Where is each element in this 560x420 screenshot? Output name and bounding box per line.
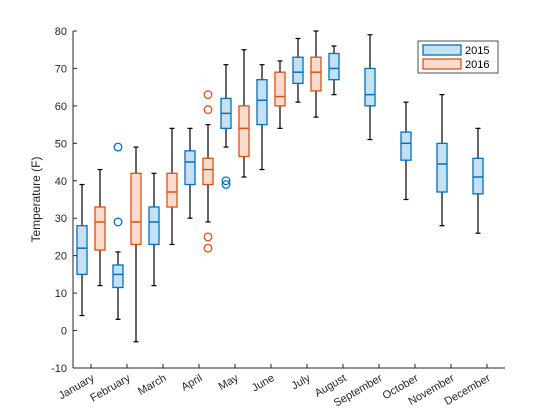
outlier-point [203,105,213,115]
y-axis-label: Temperature (F) [29,156,43,242]
outlier-point [113,142,123,152]
box-iqr [112,264,124,289]
box-2015-october [400,101,412,201]
legend-label-2015: 2015 [465,45,489,57]
box-2015-may [220,64,232,189]
x-tick-label: February [88,372,133,405]
box-iqr [202,157,214,186]
y-tick-label: -10 [51,363,67,375]
box-iqr [328,52,340,81]
y-tick-label: 10 [55,288,67,300]
plot-area [73,31,505,368]
x-tick-label: March [136,372,168,398]
y-tick-label: 80 [55,26,67,38]
box-iqr [76,225,88,276]
box-iqr [166,172,178,208]
box-iqr [274,71,286,107]
box-2016-february [130,146,142,343]
outlier-point [203,243,213,253]
y-tick-label: 0 [61,326,67,338]
box-iqr [94,206,106,251]
legend-label-2016: 2016 [465,59,489,71]
plot-background [73,31,505,368]
series-2016 [94,30,322,343]
box-2016-july [310,30,322,118]
box-2016-april [202,90,214,253]
box-2015-december [472,127,484,234]
y-tick-label: 60 [55,101,67,113]
box-2015-august [328,45,340,96]
y-tick-label: 20 [55,251,67,263]
legend-swatch-2016 [422,58,462,70]
box-iqr [256,79,268,126]
outlier-point [203,232,213,242]
legend[interactable]: 2015 2016 [417,40,499,74]
box-2016-january [94,168,106,287]
box-iqr [472,157,484,195]
box-iqr [238,105,250,158]
box-2015-july [292,37,304,103]
box-iqr [400,131,412,161]
x-tick-label: July [290,372,313,392]
box-iqr [292,56,304,85]
outlier-point [203,90,213,100]
box-2016-june [274,60,286,129]
y-tick-label: 40 [55,176,67,188]
outlier-point [113,217,123,227]
box-iqr [310,56,322,92]
box-iqr [364,67,376,107]
outlier-point [221,176,231,186]
outlier-point [221,180,231,189]
series-2015 [76,34,484,320]
legend-swatch-2015 [422,44,462,56]
box-2016-march [166,127,178,246]
y-axis: -10 0 10 20 30 40 50 60 70 80 [51,26,77,375]
box-iqr [130,172,142,246]
box-iqr [184,150,196,186]
box-2016-may [238,49,250,178]
y-tick-label: 70 [55,63,67,75]
y-tick-label: 50 [55,138,67,150]
box-iqr [148,206,160,246]
box-2015-september [364,34,376,141]
y-tick-label: 30 [55,213,67,225]
x-tick-label: May [217,372,241,393]
box-2015-june [256,64,268,171]
x-tick-label: April [179,372,204,393]
x-tick-label: June [250,372,277,394]
box-2015-november [436,94,448,227]
boxes-layer [76,30,484,343]
box-iqr [436,142,448,193]
box-2015-february [112,142,124,320]
box-2015-april [184,127,196,219]
box-2015-march [148,172,160,287]
box-2015-january [76,183,88,317]
